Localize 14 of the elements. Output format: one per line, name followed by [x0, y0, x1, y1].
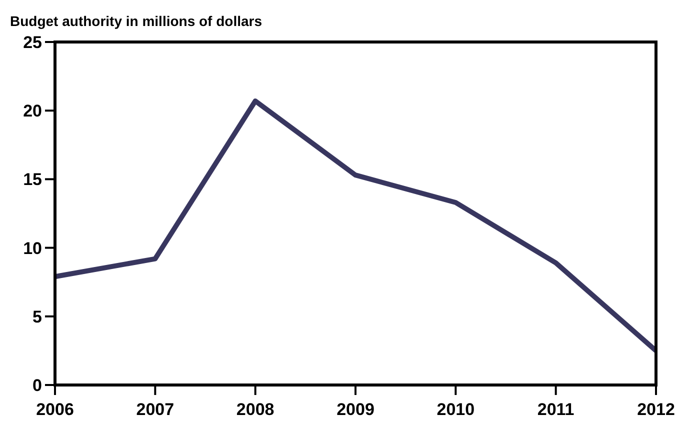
x-tick-label: 2009	[336, 400, 374, 419]
y-tick-label: 20	[23, 102, 42, 121]
x-tick-label: 2006	[36, 400, 74, 419]
x-tick-label: 2008	[236, 400, 274, 419]
y-tick-label: 15	[23, 170, 42, 190]
y-tick-label: 0	[32, 376, 42, 395]
y-axis-title: Budget authority in millions of dollars	[10, 13, 262, 29]
y-tick-label: 5	[32, 307, 42, 326]
y-tick-label: 25	[23, 32, 42, 52]
x-tick-label: 2012	[637, 400, 675, 419]
x-tick-label: 2007	[136, 400, 174, 419]
x-tick-label: 2010	[436, 400, 475, 419]
x-tick-label: 2011	[537, 400, 574, 419]
y-tick-label: 10	[23, 238, 42, 258]
